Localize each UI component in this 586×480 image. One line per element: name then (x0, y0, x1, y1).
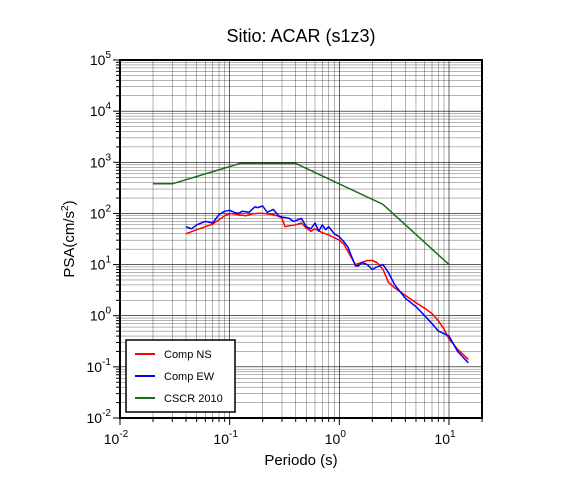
y-tick-label-base: 10 (90, 103, 106, 119)
y-tick-label-exponent: -1 (102, 357, 111, 368)
y-tick-label-base: 10 (87, 359, 103, 375)
y-axis-label-main: PSA(cm/s (61, 211, 78, 278)
y-tick-label: 103 (90, 152, 112, 170)
series-line-3 (153, 162, 450, 266)
y-tick-label-base: 10 (90, 52, 106, 68)
x-axis-label: Periodo (s) (264, 452, 337, 469)
y-tick-label: 10-1 (87, 357, 112, 375)
y-tick-label: 102 (90, 203, 112, 221)
y-tick-label-exponent: 1 (105, 255, 111, 266)
y-tick-label-base: 10 (87, 410, 103, 426)
y-tick-label: 101 (90, 255, 112, 273)
x-tick-label: 100 (325, 429, 347, 447)
x-tick-label-exponent: -1 (229, 429, 238, 440)
y-tick-label-exponent: 0 (105, 306, 111, 317)
x-tick-label-exponent: -2 (119, 429, 128, 440)
x-tick-label-exponent: 0 (340, 429, 346, 440)
y-tick-label-exponent: 2 (105, 203, 111, 214)
series-lines (153, 162, 469, 364)
series-line-2 (185, 205, 469, 364)
y-tick-label-base: 10 (90, 154, 106, 170)
y-axis-label-close: ) (61, 200, 78, 205)
x-tick-label-base: 10 (213, 431, 229, 447)
y-tick-label: 104 (90, 101, 112, 119)
plot-frame (119, 59, 483, 419)
x-tick-label-base: 10 (434, 431, 450, 447)
x-tick-label-base: 10 (325, 431, 341, 447)
y-tick-label: 10-2 (87, 408, 112, 426)
y-tick-label-base: 10 (90, 205, 106, 221)
x-tick-label: 101 (434, 429, 456, 447)
y-tick-label-exponent: 5 (105, 50, 111, 61)
y-axis-label-superscript: 2 (60, 205, 71, 211)
legend-label: CSCR 2010 (164, 393, 223, 405)
y-tick-label-exponent: 3 (105, 152, 111, 163)
y-tick-label: 105 (90, 50, 112, 68)
x-tick-label-base: 10 (104, 431, 120, 447)
grid-lines (119, 59, 483, 419)
y-axis-label: PSA(cm/s2) (60, 200, 78, 277)
y-tick-label-exponent: 4 (105, 101, 111, 112)
chart-title: Sitio: ACAR (s1z3) (226, 26, 375, 46)
series-line-1 (185, 212, 469, 360)
x-tick-label: 10-2 (104, 429, 129, 447)
y-tick-label-exponent: -2 (102, 408, 111, 419)
y-tick-label-base: 10 (90, 308, 106, 324)
x-tick-label-exponent: 1 (450, 429, 456, 440)
legend-label: Comp NS (164, 349, 212, 361)
x-tick-label: 10-1 (213, 429, 238, 447)
legend: Comp NS Comp EW CSCR 2010 (125, 339, 236, 413)
y-tick-label: 100 (90, 306, 112, 324)
legend-items: Comp NS Comp EW CSCR 2010 (135, 349, 223, 405)
legend-label: Comp EW (164, 371, 215, 383)
y-tick-label-base: 10 (90, 257, 106, 273)
